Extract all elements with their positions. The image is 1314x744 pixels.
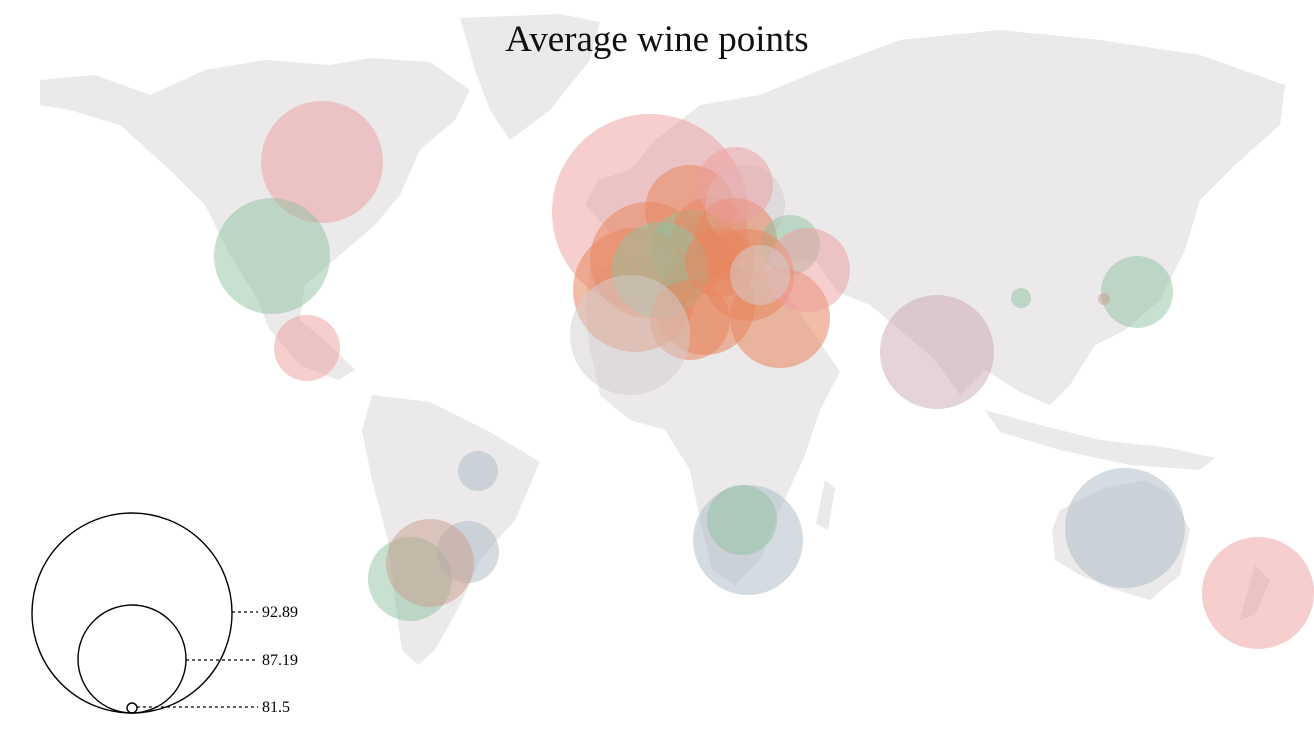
bubble-asia-1 [880,295,994,409]
land-madagascar [816,480,835,530]
bubble-africa-2 [707,485,777,555]
bubble-oceania-2 [1202,537,1314,649]
bubble-north-america-3 [274,315,340,381]
bubble-asia-4 [1098,293,1110,305]
legend-circle-2 [77,604,187,714]
bubble-layer [214,101,1314,649]
bubble-europe-mediterranean-18 [570,275,690,395]
bubble-europe-mediterranean-19 [730,245,790,305]
bubble-asia-3 [1011,288,1031,308]
bubble-north-america-2 [214,198,330,314]
legend-circle-1 [31,512,233,714]
legend-label-2: 87.19 [262,652,298,669]
land-greenland [460,14,600,140]
legend-label-1: 92.89 [262,604,298,621]
bubble-south-america-4 [386,519,474,607]
bubble-south-america-1 [458,451,498,491]
bubble-oceania-1 [1065,468,1185,588]
bubble-asia-2 [1101,256,1173,328]
bubble-north-america-1 [261,101,383,223]
chart-title: Average wine points [505,19,809,60]
bubble-europe-mediterranean-14 [766,228,850,312]
size-legend: 92.89 87.19 81.5 [31,512,298,716]
bubble-europe-mediterranean-16 [697,147,773,223]
legend-label-3: 81.5 [262,699,290,716]
land-indonesia [985,410,1215,470]
legend-circle-3 [126,702,138,714]
